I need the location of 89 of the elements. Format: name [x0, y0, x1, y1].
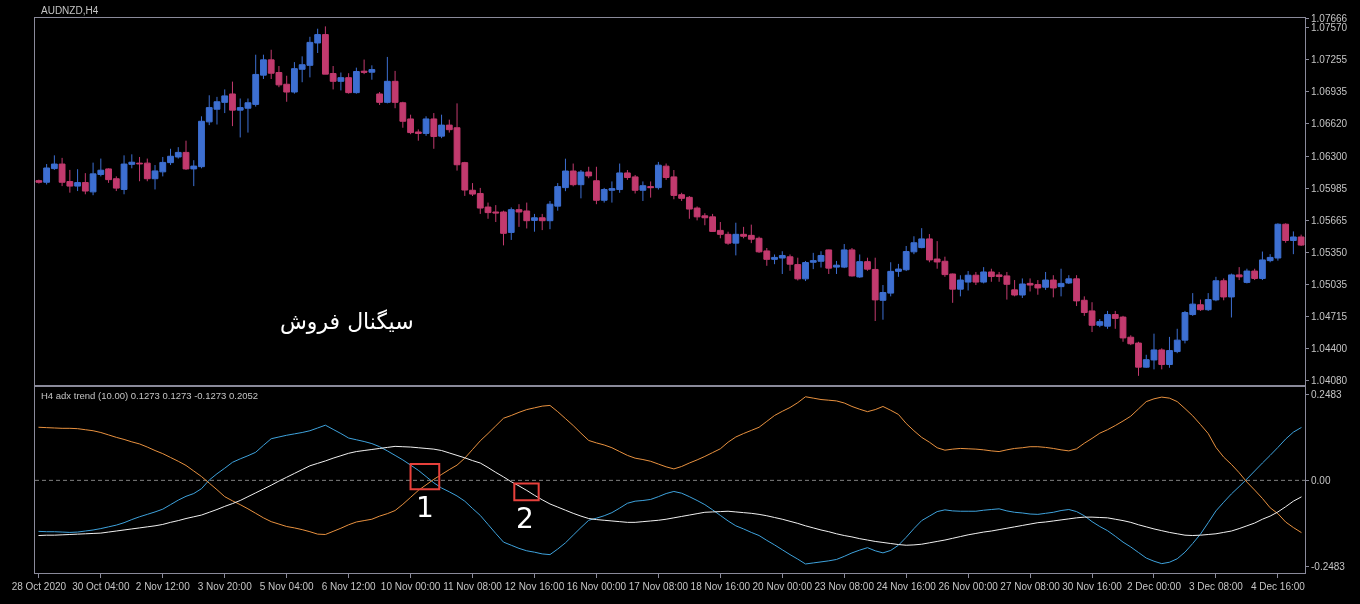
candlestick — [1158, 347, 1166, 370]
x-tick-label: 6 Nov 12:00 — [321, 581, 377, 592]
candlestick — [74, 168, 81, 192]
y-tick-label: 1.04715 — [1311, 310, 1348, 322]
candlestick — [376, 91, 384, 106]
candlestick — [81, 172, 89, 195]
y-tick-label: 1.06300 — [1311, 150, 1348, 162]
candlestick — [345, 72, 353, 95]
x-tick-label: 4 Dec 16:00 — [1250, 581, 1306, 592]
candlestick — [593, 166, 600, 205]
candlestick — [585, 166, 593, 179]
candlestick — [848, 247, 856, 278]
x-tick-label: 17 Nov 08:00 — [628, 581, 689, 592]
candlestick — [1228, 273, 1235, 318]
annotation: سیگنال فروش — [280, 309, 414, 335]
candlestick — [430, 112, 438, 150]
candlestick — [1049, 274, 1057, 298]
x-tick-label: 11 Nov 08:00 — [443, 581, 503, 592]
candlestick — [35, 179, 43, 185]
annotation: 2 — [516, 502, 534, 535]
x-tick-label: 20 Nov 00:00 — [752, 581, 813, 592]
candlestick — [1297, 234, 1305, 247]
candlestick — [856, 253, 864, 279]
x-tick-label: 30 Nov 16:00 — [1062, 581, 1123, 592]
x-tick-label: 24 Nov 16:00 — [876, 581, 937, 592]
candlestick — [360, 59, 368, 75]
y-tick-label: 0.00 — [1311, 474, 1331, 486]
candlestick — [383, 56, 391, 104]
candlestick — [1282, 222, 1290, 244]
y-tick-label: 1.05665 — [1311, 214, 1348, 226]
y-tick-label: -0.2483 — [1311, 561, 1346, 573]
candlestick — [1235, 266, 1243, 281]
candlestick — [569, 163, 577, 187]
x-tick-label: 2 Dec 00:00 — [1127, 581, 1182, 592]
y-tick-label: 1.07255 — [1311, 54, 1348, 66]
candlestick — [577, 169, 585, 199]
candlestick — [1243, 268, 1251, 284]
x-tick-label: 26 Nov 00:00 — [938, 581, 999, 592]
y-tick-label: 1.04400 — [1311, 342, 1348, 354]
line-series — [38, 445, 1302, 546]
x-tick-label: 2 Nov 12:00 — [135, 581, 191, 592]
candlestick — [507, 206, 515, 241]
y-tick-label: 1.07570 — [1311, 22, 1348, 34]
candlestick — [1220, 277, 1228, 301]
candlestick — [972, 271, 980, 286]
x-tick-label: 12 Nov 16:00 — [504, 581, 565, 592]
line-series — [38, 424, 1302, 565]
x-tick-label: 27 Nov 08:00 — [1000, 581, 1061, 592]
y-tick-label: 1.06620 — [1311, 118, 1348, 130]
x-tick-label: 16 Nov 00:00 — [566, 581, 627, 592]
candlestick — [438, 114, 445, 139]
candlestick — [422, 115, 430, 137]
candlestick — [1018, 277, 1026, 299]
x-tick-label: 3 Dec 08:00 — [1188, 581, 1244, 592]
chart-title: AUDNZD,H4 — [41, 5, 99, 16]
candlestick — [825, 249, 833, 275]
candlestick — [337, 72, 345, 91]
candlestick — [1042, 271, 1049, 291]
candlestick — [654, 161, 662, 191]
candlestick — [538, 213, 546, 231]
candlestick — [1197, 299, 1204, 312]
candlestick — [647, 180, 655, 199]
x-tick-label: 3 Nov 20:00 — [197, 581, 253, 592]
y-tick-label: 1.04080 — [1311, 375, 1348, 387]
y-tick-label: 1.07666 — [1311, 12, 1348, 24]
candlestick — [1289, 230, 1297, 255]
y-tick-label: 0.2483 — [1311, 388, 1343, 400]
annotation: 1 — [416, 491, 434, 524]
candlestick — [368, 64, 376, 81]
candlestick — [639, 180, 647, 202]
x-tick-label: 30 Oct 04:00 — [72, 581, 130, 592]
y-tick-label: 1.05985 — [1311, 182, 1348, 194]
x-tick-label: 18 Nov 16:00 — [690, 581, 751, 592]
candlestick — [531, 213, 538, 233]
chart-title: H4 adx trend (10.00) 0.1273 0.1273 -0.1273 0.2052 — [41, 390, 259, 401]
candlestick — [352, 67, 360, 95]
x-tick-label: 28 Oct 2020 — [11, 581, 67, 592]
x-tick-label: 23 Nov 08:00 — [814, 581, 875, 592]
y-tick-label: 1.05035 — [1311, 278, 1348, 290]
y-tick-label: 1.06935 — [1311, 86, 1348, 98]
y-tick-label: 1.05350 — [1311, 246, 1348, 258]
x-tick-label: 10 Nov 00:00 — [380, 581, 441, 592]
candlestick — [229, 81, 236, 127]
candlestick — [980, 266, 988, 284]
candlestick — [1251, 268, 1259, 281]
candlestick — [732, 222, 740, 256]
candlestick — [182, 140, 190, 171]
candlestick — [1011, 279, 1019, 297]
x-tick-label: 5 Nov 04:00 — [259, 581, 315, 592]
